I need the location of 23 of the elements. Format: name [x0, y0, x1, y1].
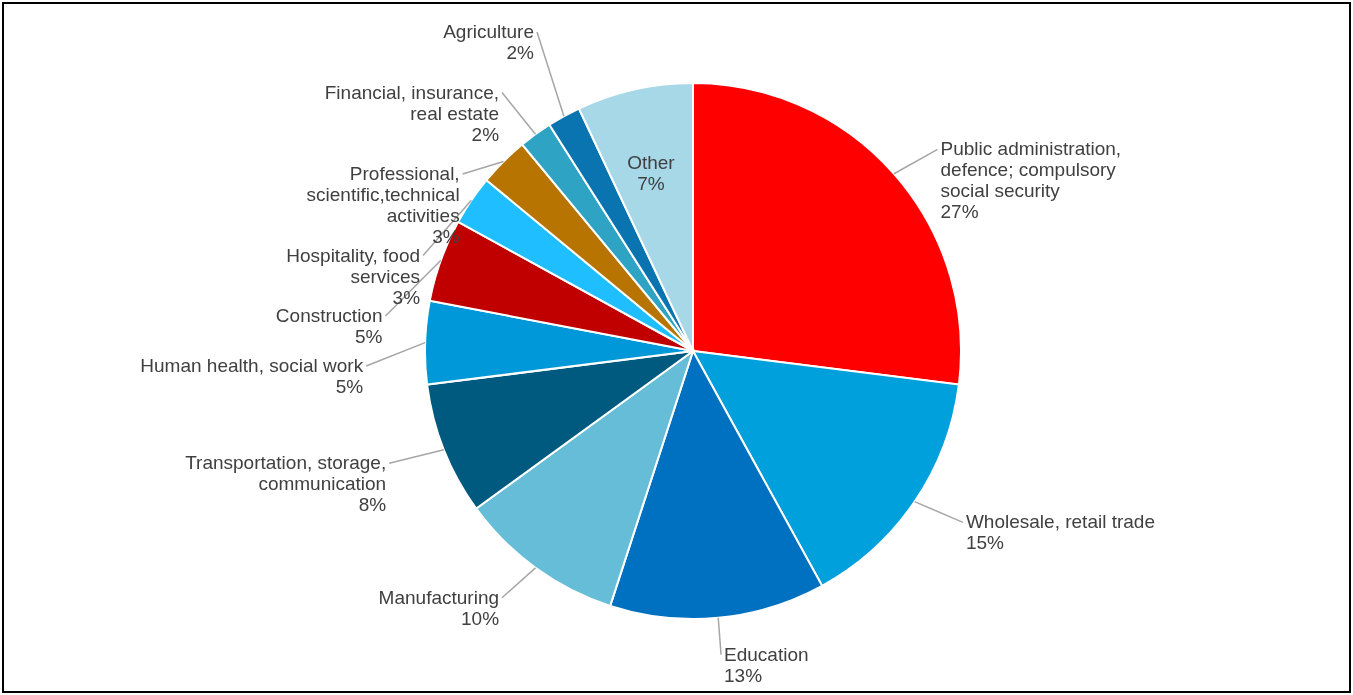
slice-label: Other [627, 151, 676, 173]
slice-label: Manufacturing [378, 586, 500, 608]
slice-label: Financial, insurance, real estate [324, 81, 500, 124]
slice-label: Wholesale, retail trade [965, 511, 1155, 533]
slice-label: Education [724, 643, 809, 665]
data-label: 7% [637, 172, 665, 194]
slice-label: Transportation, storage, communication [185, 452, 387, 495]
slice-label: Agriculture [443, 21, 535, 42]
slice-label: Professional, scientific,technical activities [306, 163, 460, 226]
data-label: 2% [506, 42, 535, 63]
data-label: 5% [335, 376, 364, 397]
data-label: 5% [355, 326, 383, 347]
slice-label: Human health, social work [140, 355, 364, 376]
data-label: 8% [358, 494, 387, 516]
data-label: 3% [392, 286, 421, 308]
data-label: 15% [965, 532, 1005, 554]
slice-label: Hospitality, food services [286, 244, 421, 287]
data-label: 27% [940, 201, 979, 223]
data-label: 13% [724, 664, 763, 686]
slice-label: Construction [275, 305, 383, 326]
slice-label: Public administration, defence; compulsory social security [940, 138, 1122, 202]
data-label: 2% [471, 123, 500, 145]
data-label: 10% [461, 607, 500, 629]
